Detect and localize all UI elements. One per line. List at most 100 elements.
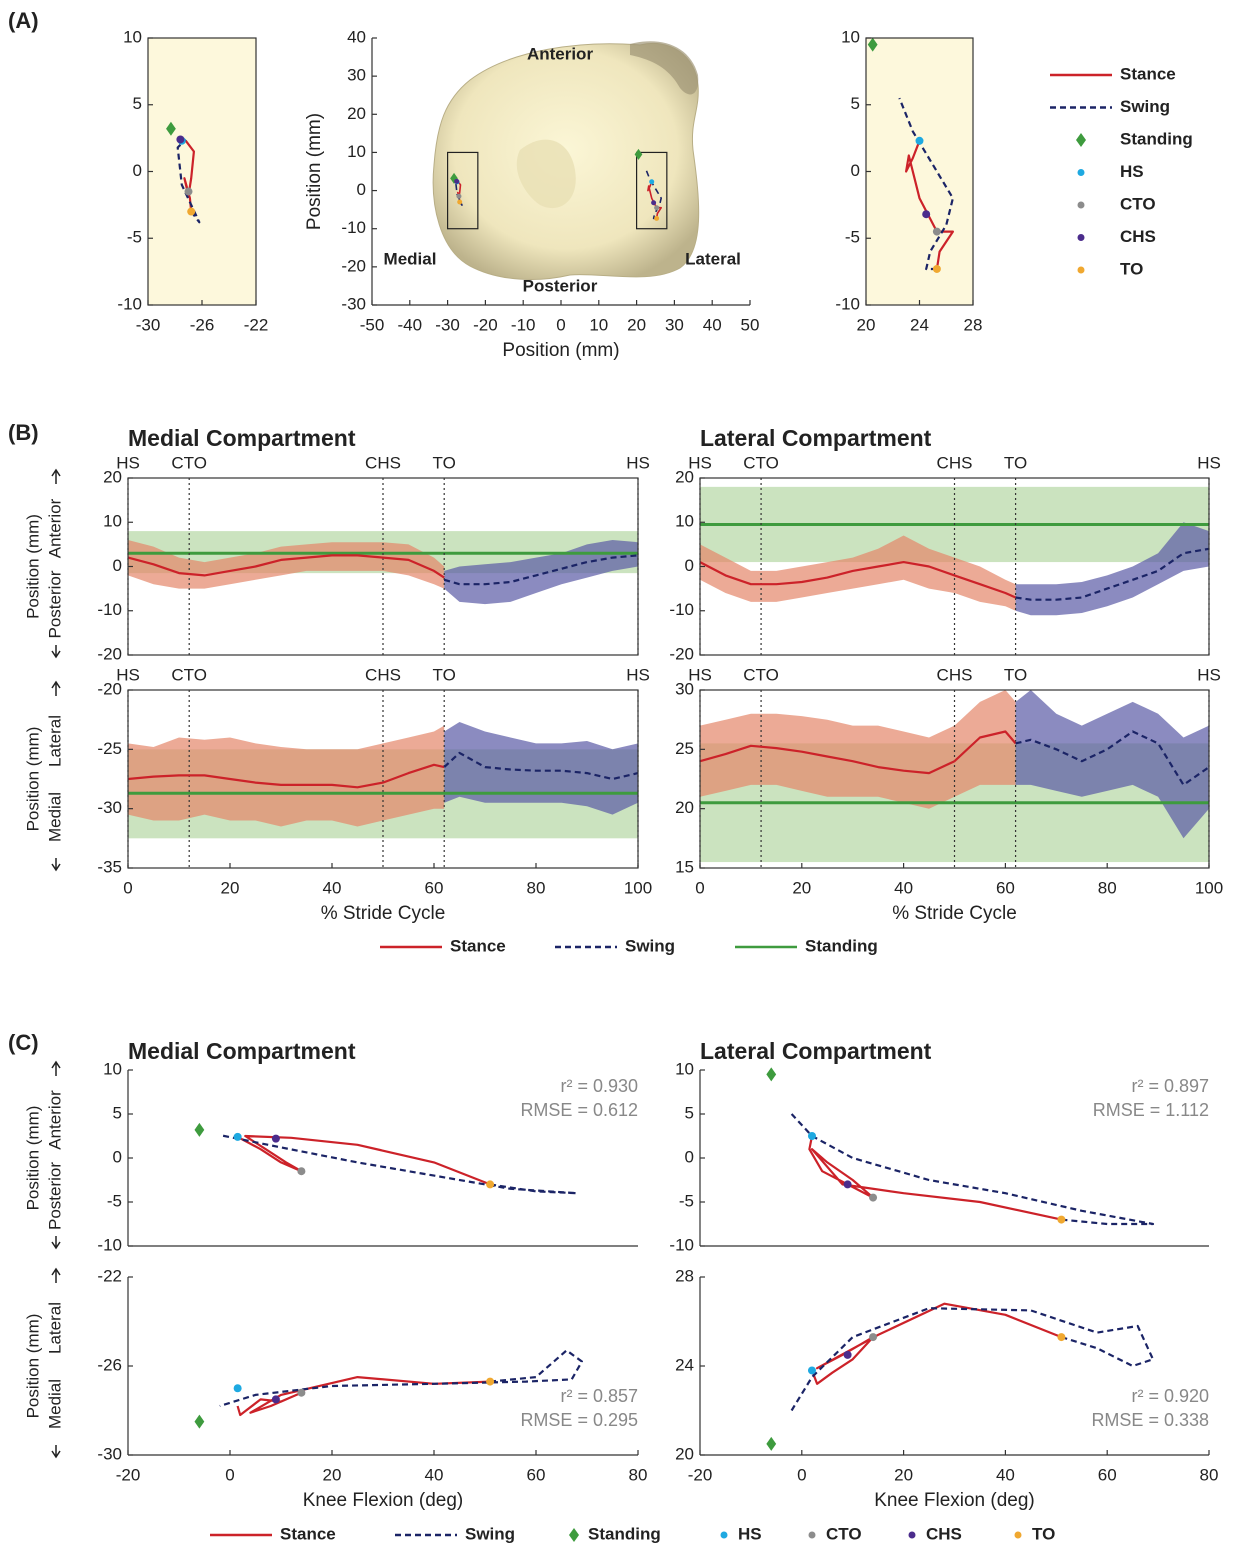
y-direction-high: Lateral <box>45 1302 64 1354</box>
fit-statistic: r² = 0.857 <box>560 1386 638 1406</box>
y-tick-label: 0 <box>685 556 694 575</box>
legend-swatch <box>569 1528 579 1542</box>
x-tick-label: -20 <box>688 1465 713 1484</box>
event-label: TO <box>1004 665 1027 684</box>
event-label: TO <box>1004 453 1027 472</box>
stance-line <box>905 140 954 270</box>
event-marker <box>486 1180 495 1189</box>
y-tick-label: -10 <box>341 218 366 237</box>
y-axis-label: Position (mm) <box>23 727 42 832</box>
y-tick-label: 0 <box>113 1147 122 1166</box>
x-tick-label: -20 <box>116 1465 141 1484</box>
direction-arrows <box>51 1060 61 1250</box>
y-tick-label: -10 <box>97 600 122 619</box>
x-tick-label: 100 <box>624 878 652 897</box>
legend-label: CTO <box>1120 194 1156 213</box>
event-label: HS <box>116 665 140 684</box>
y-tick-label: -5 <box>127 228 142 247</box>
x-tick-label: -30 <box>136 315 161 334</box>
fit-statistic: RMSE = 0.295 <box>520 1410 638 1430</box>
swing-line <box>219 1349 583 1408</box>
x-tick-label: 80 <box>1098 878 1117 897</box>
y-tick-label: 10 <box>675 512 694 531</box>
y-tick-label: 10 <box>347 142 366 161</box>
y-tick-label: -30 <box>341 294 366 313</box>
y-tick-label: -26 <box>97 1355 122 1374</box>
x-tick-label: 40 <box>703 315 722 334</box>
y-tick-label: 0 <box>851 161 860 180</box>
y-tick-label: -22 <box>97 1266 122 1285</box>
y-tick-label: 20 <box>103 467 122 486</box>
swing-line <box>898 97 954 271</box>
x-tick-label: 80 <box>527 878 546 897</box>
event-marker <box>654 215 660 221</box>
variability-band <box>1015 522 1209 616</box>
legend-swatch <box>808 1531 816 1539</box>
x-tick-label: 40 <box>894 878 913 897</box>
legend-label: Swing <box>625 936 675 955</box>
y-tick-label: 0 <box>685 1147 694 1166</box>
chart-title: Medial Compartment <box>128 425 356 451</box>
x-tick-label: 20 <box>857 315 876 334</box>
x-tick-label: 60 <box>1098 1465 1117 1484</box>
legend-label: CHS <box>1120 227 1156 246</box>
chart-title: Lateral Compartment <box>700 425 932 451</box>
event-marker <box>843 1180 852 1189</box>
event-label: CHS <box>937 453 973 472</box>
x-tick-label: 20 <box>627 315 646 334</box>
standing-marker <box>634 148 643 160</box>
legend-label: HS <box>1120 162 1144 181</box>
y-tick-label: -20 <box>669 644 694 663</box>
y-tick-label: -20 <box>341 256 366 275</box>
y-tick-label: -30 <box>97 1444 122 1463</box>
event-label: TO <box>433 453 456 472</box>
y-axis-label: Position (mm) <box>304 113 325 230</box>
x-tick-label: 10 <box>589 315 608 334</box>
x-tick-label: 60 <box>527 1465 546 1484</box>
swing-line <box>176 138 201 224</box>
x-axis-label: Knee Flexion (deg) <box>303 1490 464 1511</box>
event-marker <box>454 178 460 184</box>
y-tick-label: -10 <box>97 1235 122 1254</box>
direction-arrows <box>51 468 61 659</box>
event-marker <box>456 193 462 199</box>
event-label: CHS <box>365 665 401 684</box>
panel-label: (A) <box>8 8 39 33</box>
stance-line <box>699 730 1017 775</box>
y-tick-label: -10 <box>669 1235 694 1254</box>
swing-line <box>219 1134 578 1195</box>
event-label: HS <box>688 453 712 472</box>
y-tick-label: -20 <box>97 644 122 663</box>
y-tick-label: 0 <box>133 161 142 180</box>
y-direction-low: Medial <box>45 1379 64 1429</box>
standing-marker <box>194 1122 205 1137</box>
x-tick-label: 40 <box>425 1465 444 1484</box>
y-tick-label: 20 <box>675 798 694 817</box>
x-axis-label: Knee Flexion (deg) <box>874 1490 1035 1511</box>
x-tick-label: 80 <box>1200 1465 1219 1484</box>
y-tick-label: 0 <box>357 180 366 199</box>
event-marker <box>807 1366 816 1375</box>
event-marker <box>915 136 924 145</box>
event-marker <box>297 1167 306 1176</box>
y-tick-label: -10 <box>669 600 694 619</box>
event-marker <box>922 210 931 219</box>
variability-band <box>1015 690 1209 839</box>
variability-band <box>444 540 638 605</box>
y-direction-high: Lateral <box>45 715 64 767</box>
y-tick-label: 5 <box>113 1103 122 1122</box>
zoom-box <box>447 151 479 230</box>
legend-swatch <box>908 1531 916 1539</box>
legend-swatch <box>1076 133 1086 147</box>
y-tick-label: 10 <box>675 1059 694 1078</box>
event-label: HS <box>116 453 140 472</box>
y-tick-label: -30 <box>97 798 122 817</box>
legend-label: CHS <box>926 1524 962 1543</box>
y-tick-label: 0 <box>113 556 122 575</box>
panel-label: (C) <box>8 1030 39 1055</box>
y-tick-label: 20 <box>675 467 694 486</box>
legend-swatch <box>1077 234 1085 241</box>
zoom-box <box>635 151 668 230</box>
y-tick-label: 20 <box>675 1444 694 1463</box>
y-tick-label: -10 <box>835 294 860 313</box>
